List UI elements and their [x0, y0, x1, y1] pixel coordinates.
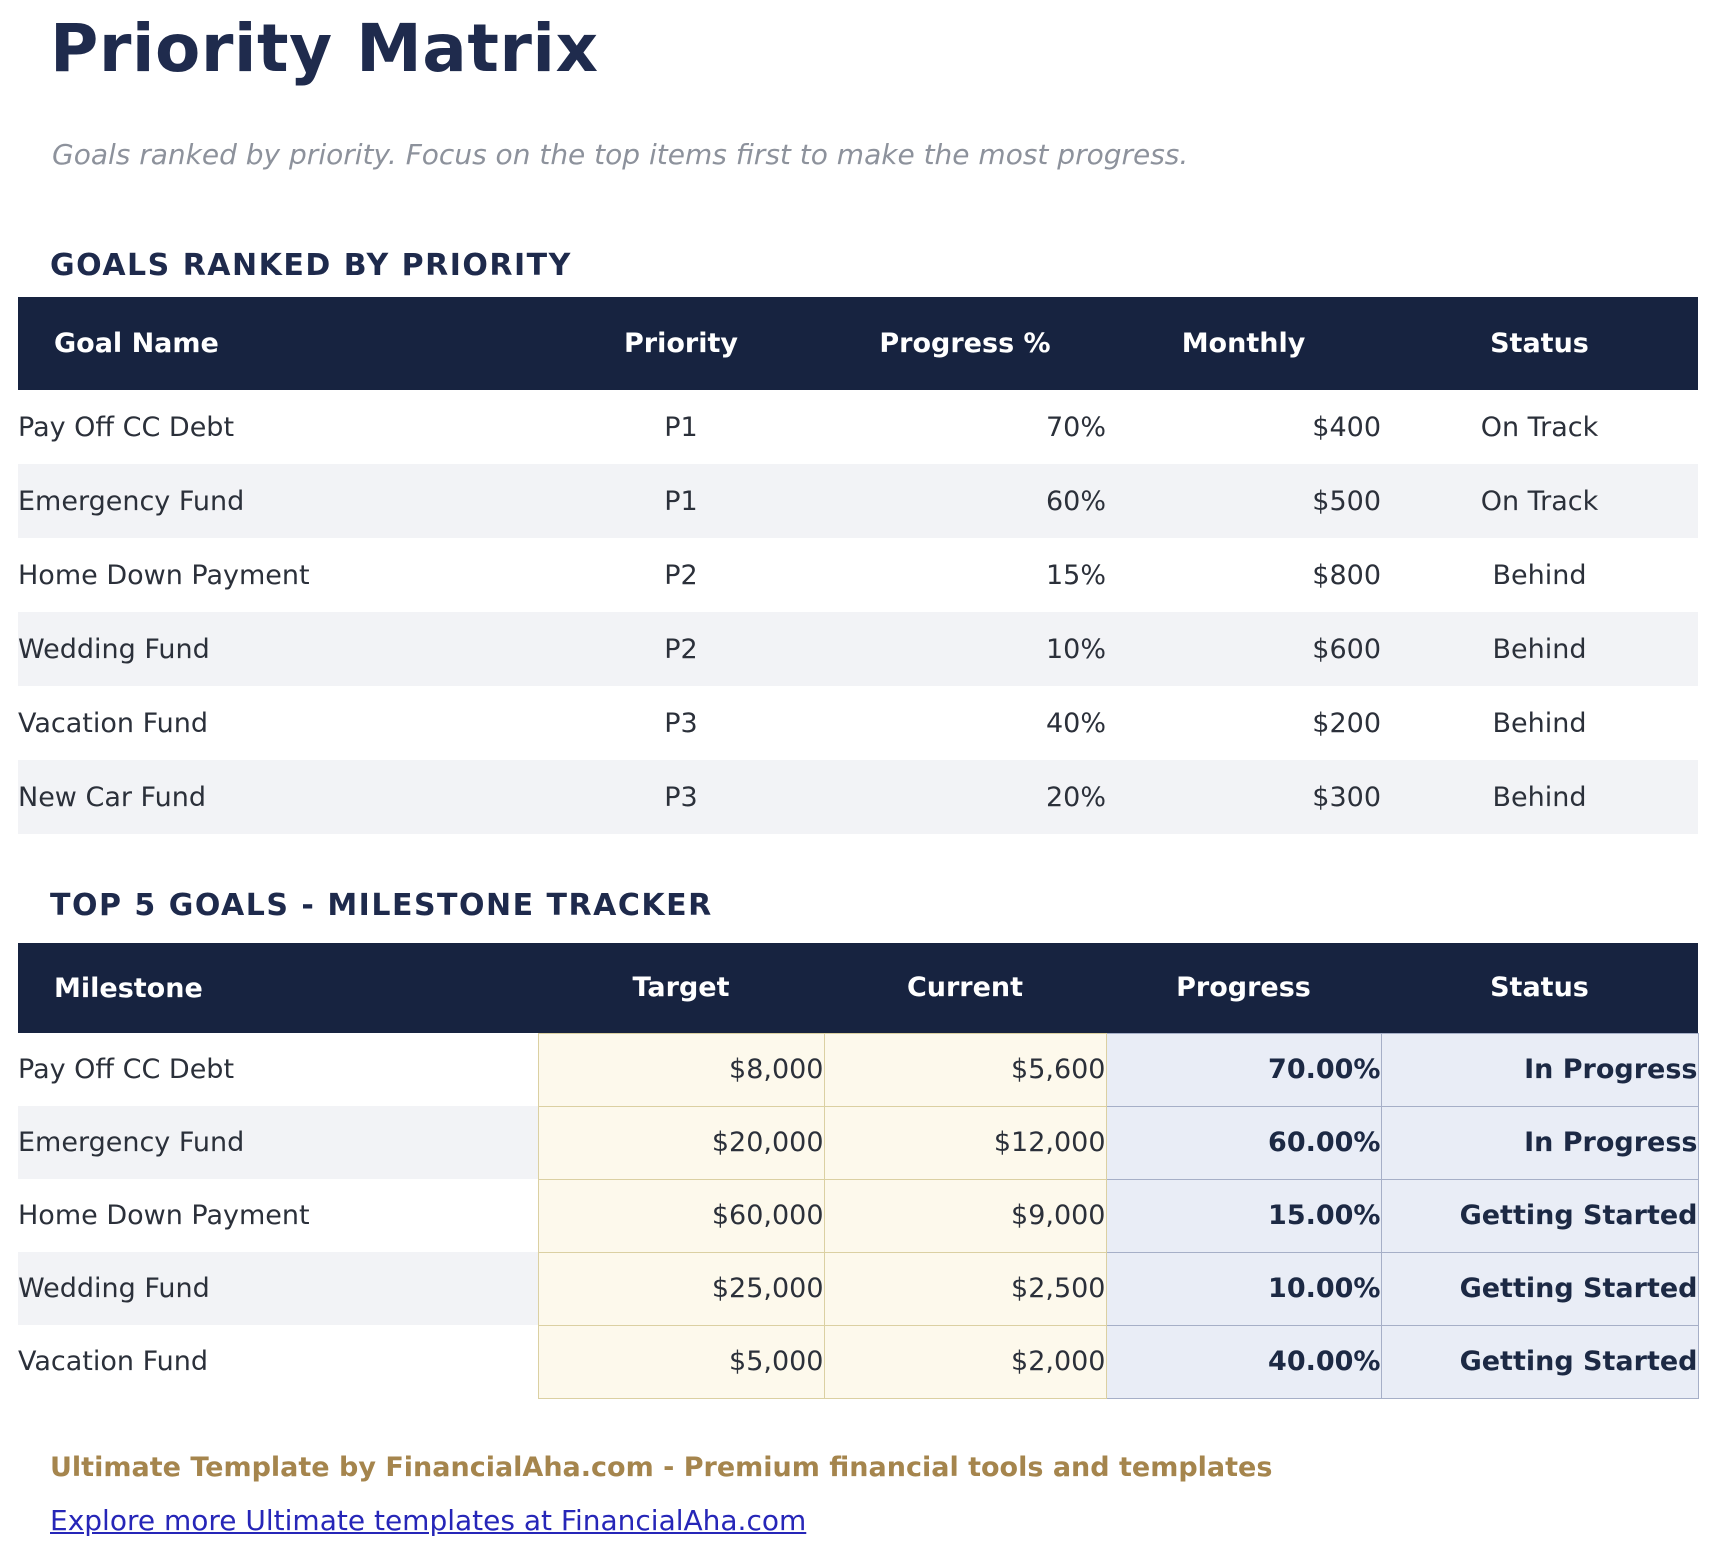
milestone-name-cell: Wedding Fund	[18, 1273, 210, 1304]
goals-header-row: Goal Name Priority Progress % Monthly St…	[18, 297, 1698, 390]
status-cell: Behind	[1492, 633, 1587, 665]
goals-column-header-priority: Priority	[538, 297, 824, 390]
progress-cell: 60.00%	[1105, 1105, 1382, 1180]
milestone-column-header-milestone: Milestone	[18, 943, 538, 1033]
goals-column-header-progress: Progress %	[824, 297, 1106, 390]
progress-cell: 15.00%	[1105, 1178, 1382, 1253]
milestone-name-cell: Vacation Fund	[18, 1346, 209, 1377]
target-cell: $20,000	[537, 1105, 825, 1180]
current-cell: $12,000	[823, 1105, 1107, 1180]
goal-name-cell: Vacation Fund	[18, 707, 209, 739]
status-cell: On Track	[1480, 485, 1599, 517]
monthly-cell: $300	[1312, 781, 1381, 813]
table-row: Wedding Fund $25,000 $2,500 10.00% Getti…	[18, 1251, 1699, 1326]
monthly-cell: $500	[1312, 485, 1381, 517]
goals-column-header-monthly: Monthly	[1106, 297, 1381, 390]
table-row: Home Down Payment P2 15% $800 Behind	[18, 538, 1698, 612]
table-row: Home Down Payment $60,000 $9,000 15.00% …	[18, 1178, 1699, 1253]
progress-cell: 10%	[1045, 633, 1106, 665]
goals-column-header-goal-name: Goal Name	[18, 297, 538, 390]
milestone-header-row: Milestone Target Current Progress Status	[18, 943, 1698, 1033]
current-cell: $2,500	[823, 1251, 1107, 1326]
milestone-column-header-target: Target	[538, 943, 824, 1033]
table-row: Pay Off CC Debt P1 70% $400 On Track	[18, 390, 1698, 464]
goal-name-cell: Pay Off CC Debt	[18, 411, 235, 443]
status-cell: Getting Started	[1380, 1324, 1699, 1399]
section-title-milestone-tracker: TOP 5 GOALS - MILESTONE TRACKER	[50, 888, 713, 923]
table-row: Vacation Fund P3 40% $200 Behind	[18, 686, 1698, 760]
footer-branding: Ultimate Template by FinancialAha.com - …	[50, 1451, 1273, 1483]
status-cell: Getting Started	[1380, 1251, 1699, 1326]
section-title-goals: GOALS RANKED BY PRIORITY	[50, 248, 572, 283]
priority-cell: P2	[664, 559, 698, 591]
monthly-cell: $800	[1312, 559, 1381, 591]
milestone-name-cell: Pay Off CC Debt	[18, 1054, 235, 1085]
status-cell: In Progress	[1380, 1032, 1699, 1107]
status-cell: On Track	[1480, 411, 1599, 443]
current-cell: $5,600	[823, 1032, 1107, 1107]
milestone-name-cell: Emergency Fund	[18, 1127, 245, 1158]
progress-cell: 20%	[1045, 781, 1106, 813]
status-cell: Getting Started	[1380, 1178, 1699, 1253]
status-cell: Behind	[1492, 781, 1587, 813]
table-row: Pay Off CC Debt $8,000 $5,600 70.00% In …	[18, 1032, 1699, 1107]
priority-cell: P1	[664, 485, 698, 517]
target-cell: $60,000	[537, 1178, 825, 1253]
current-cell: $9,000	[823, 1178, 1107, 1253]
milestone-column-header-current: Current	[824, 943, 1106, 1033]
status-cell: Behind	[1492, 707, 1587, 739]
explore-templates-link[interactable]: Explore more Ultimate templates at Finan…	[50, 1503, 807, 1537]
goal-name-cell: New Car Fund	[18, 781, 206, 813]
monthly-cell: $600	[1312, 633, 1381, 665]
progress-cell: 10.00%	[1105, 1251, 1382, 1326]
monthly-cell: $400	[1312, 411, 1381, 443]
monthly-cell: $200	[1312, 707, 1381, 739]
progress-cell: 70.00%	[1105, 1032, 1382, 1107]
priority-cell: P2	[664, 633, 698, 665]
current-cell: $2,000	[823, 1324, 1107, 1399]
goals-column-header-status: Status	[1381, 297, 1698, 390]
page-title: Priority Matrix	[50, 10, 599, 87]
page-subtitle: Goals ranked by priority. Focus on the t…	[52, 138, 1189, 171]
goal-name-cell: Home Down Payment	[18, 559, 310, 591]
priority-cell: P3	[664, 707, 698, 739]
table-row: New Car Fund P3 20% $300 Behind	[18, 760, 1698, 834]
status-cell: Behind	[1492, 559, 1587, 591]
progress-cell: 40%	[1045, 707, 1106, 739]
progress-cell: 15%	[1045, 559, 1106, 591]
table-row: Emergency Fund $20,000 $12,000 60.00% In…	[18, 1105, 1699, 1180]
goals-table: Goal Name Priority Progress % Monthly St…	[18, 297, 1698, 834]
target-cell: $5,000	[537, 1324, 825, 1399]
priority-cell: P3	[664, 781, 698, 813]
priority-cell: P1	[664, 411, 698, 443]
target-cell: $8,000	[537, 1032, 825, 1107]
table-row: Wedding Fund P2 10% $600 Behind	[18, 612, 1698, 686]
footer-link-line: Explore more Ultimate templates at Finan…	[50, 1503, 1719, 1537]
milestone-column-header-status: Status	[1381, 943, 1698, 1033]
progress-cell: 60%	[1045, 485, 1106, 517]
goal-name-cell: Emergency Fund	[18, 485, 245, 517]
milestone-table: Milestone Target Current Progress Status…	[18, 943, 1699, 1399]
status-cell: In Progress	[1380, 1105, 1699, 1180]
target-cell: $25,000	[537, 1251, 825, 1326]
goal-name-cell: Wedding Fund	[18, 633, 210, 665]
table-row: Emergency Fund P1 60% $500 On Track	[18, 464, 1698, 538]
table-row: Vacation Fund $5,000 $2,000 40.00% Getti…	[18, 1324, 1699, 1399]
milestone-column-header-progress: Progress	[1106, 943, 1381, 1033]
milestone-name-cell: Home Down Payment	[18, 1200, 310, 1231]
progress-cell: 70%	[1045, 411, 1106, 443]
progress-cell: 40.00%	[1105, 1324, 1382, 1399]
